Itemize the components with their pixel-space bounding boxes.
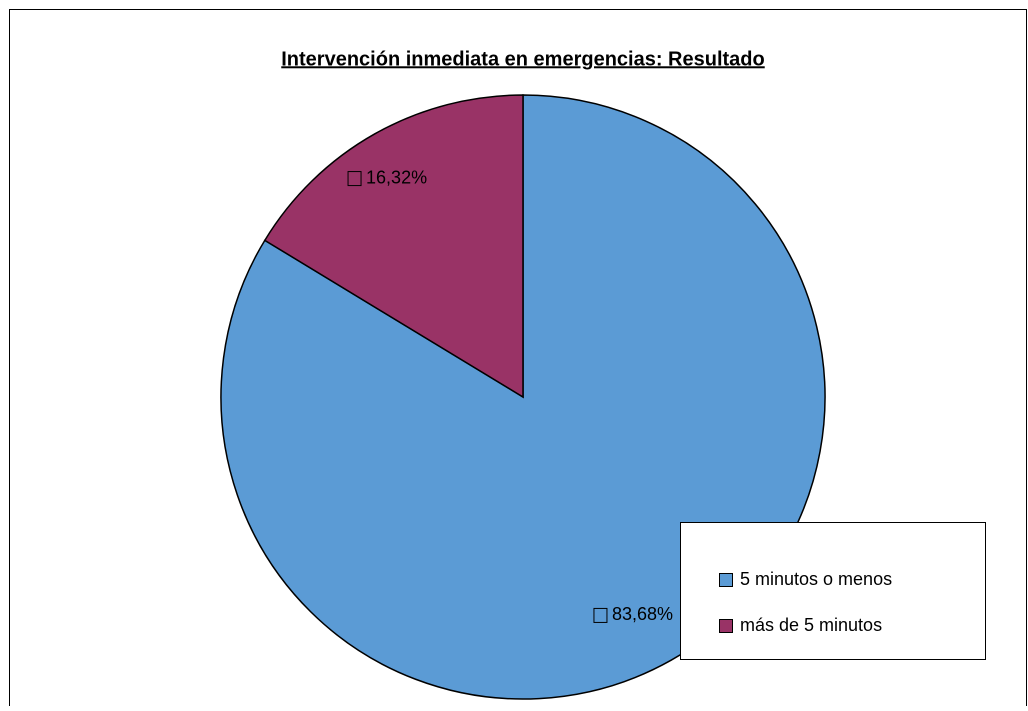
legend-label: más de 5 minutos [740, 615, 882, 635]
legend-swatch [719, 619, 733, 633]
pie [220, 94, 826, 700]
data-label: 83,68% [612, 604, 673, 624]
legend-swatch [719, 573, 733, 587]
chart-title: Intervención inmediata en emergencias: R… [281, 48, 764, 70]
pie-slice [263, 94, 524, 399]
data-labels: 83,68% 16,32% [347, 167, 673, 624]
legend-box [680, 522, 986, 660]
legend-label: 5 minutos o menos [740, 569, 892, 589]
legend: 5 minutos o menos más de 5 minutos [680, 522, 986, 660]
label-box-glyph [347, 171, 362, 187]
data-label: 16,32% [366, 167, 427, 187]
label-box-glyph [593, 607, 608, 623]
